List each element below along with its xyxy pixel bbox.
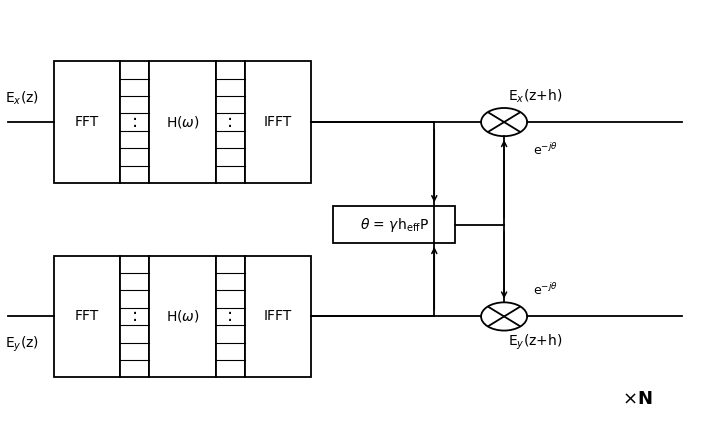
Text: FFT: FFT — [75, 310, 99, 323]
Text: E$_x$(z+h): E$_x$(z+h) — [508, 88, 562, 105]
FancyBboxPatch shape — [245, 255, 311, 378]
Text: $\theta$ = $\gamma$h$_{\rm eff}$P: $\theta$ = $\gamma$h$_{\rm eff}$P — [360, 215, 429, 233]
FancyBboxPatch shape — [245, 61, 311, 183]
Text: :: : — [227, 113, 233, 131]
Text: IFFT: IFFT — [264, 115, 292, 129]
Text: $\times$N: $\times$N — [622, 390, 652, 408]
Text: H($\omega$): H($\omega$) — [165, 114, 199, 130]
Text: IFFT: IFFT — [264, 310, 292, 323]
Text: :: : — [132, 307, 138, 326]
FancyBboxPatch shape — [54, 255, 120, 378]
FancyBboxPatch shape — [149, 255, 216, 378]
FancyBboxPatch shape — [149, 61, 216, 183]
Text: :: : — [227, 307, 233, 326]
FancyBboxPatch shape — [216, 255, 245, 378]
Text: E$_x$(z): E$_x$(z) — [5, 90, 39, 107]
Text: FFT: FFT — [75, 115, 99, 129]
FancyBboxPatch shape — [216, 61, 245, 183]
FancyBboxPatch shape — [120, 61, 149, 183]
Text: :: : — [132, 113, 138, 131]
Text: e$^{-j\theta}$: e$^{-j\theta}$ — [533, 142, 557, 158]
Text: E$_y$(z): E$_y$(z) — [5, 335, 39, 354]
FancyBboxPatch shape — [120, 255, 149, 378]
Text: E$_y$(z+h): E$_y$(z+h) — [508, 332, 562, 352]
Text: e$^{-j\theta}$: e$^{-j\theta}$ — [533, 282, 557, 298]
FancyBboxPatch shape — [54, 61, 120, 183]
FancyBboxPatch shape — [333, 206, 455, 243]
Text: H($\omega$): H($\omega$) — [165, 308, 199, 325]
